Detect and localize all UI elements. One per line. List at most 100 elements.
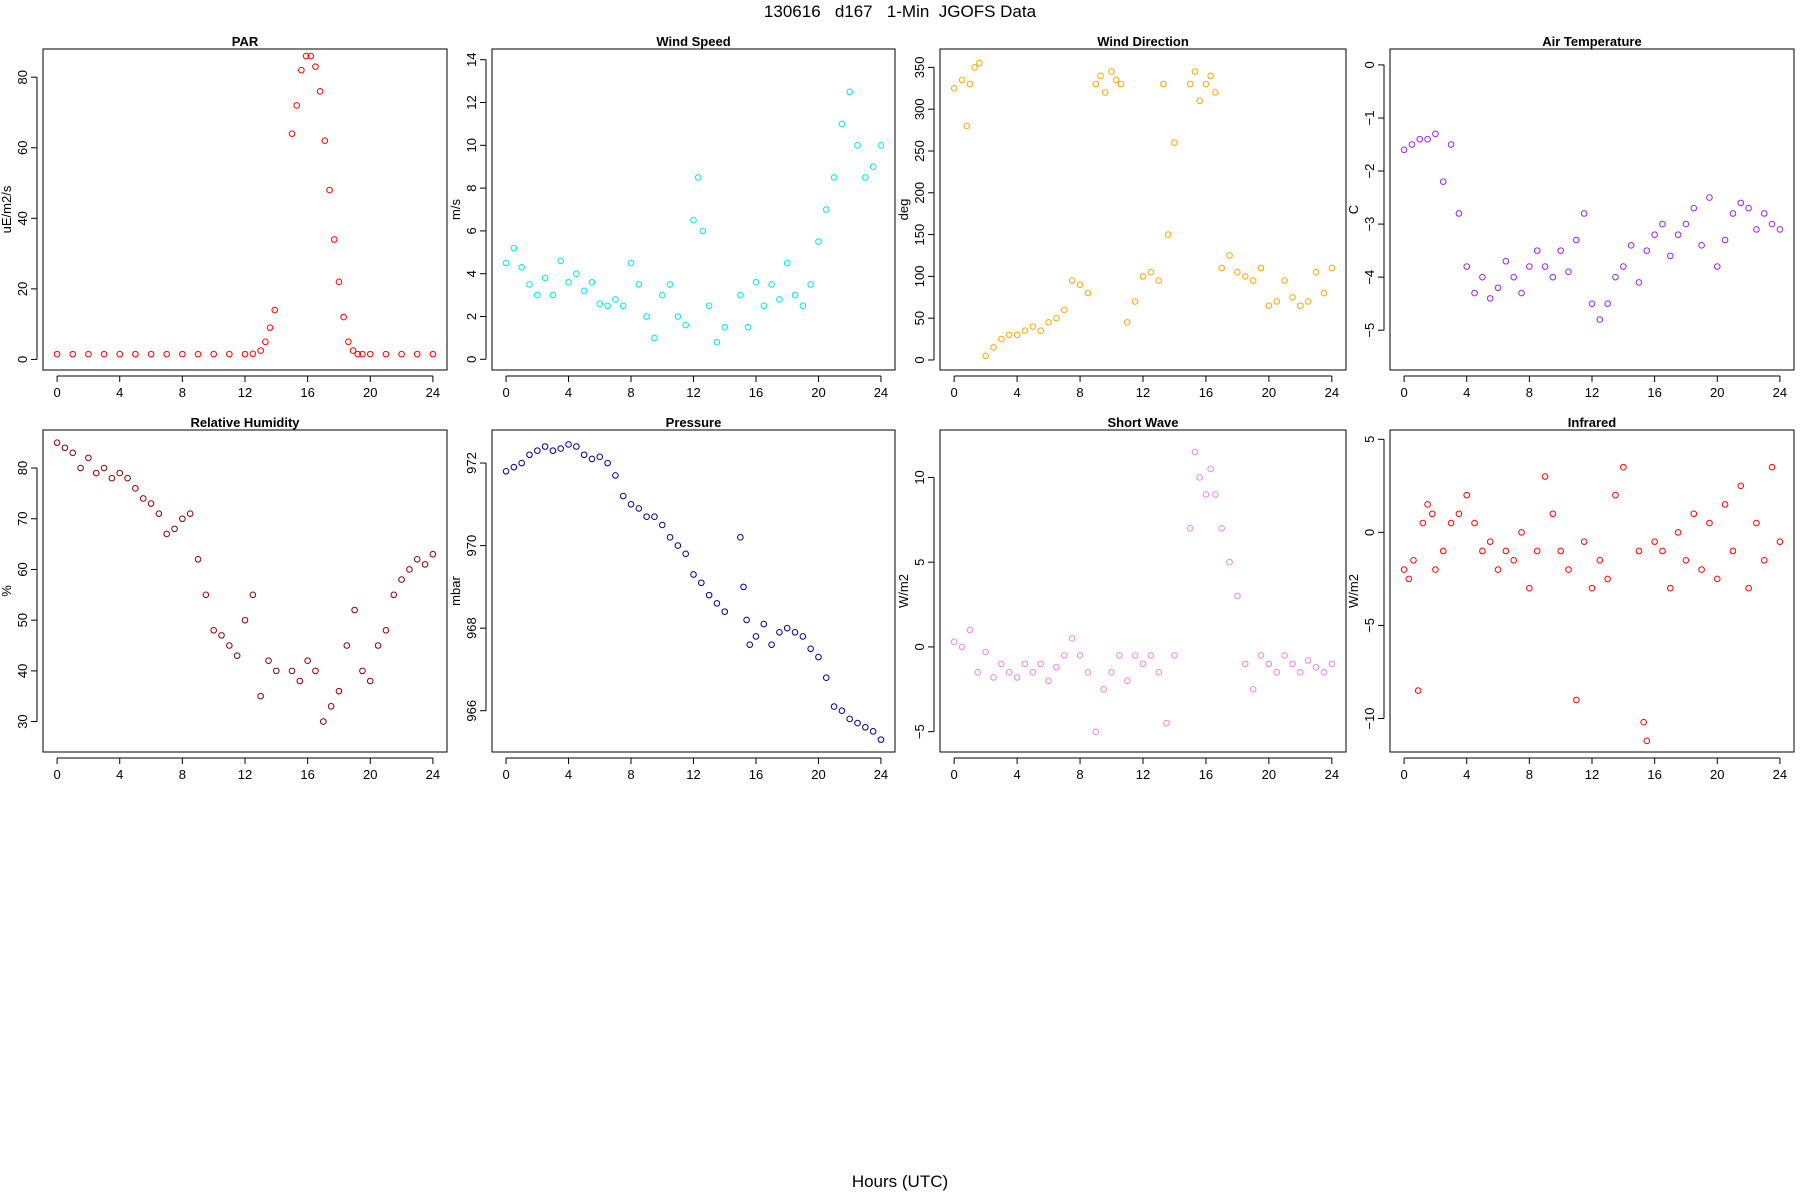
- data-point: [1068, 277, 1076, 284]
- data-point: [312, 667, 319, 675]
- data-point: [1640, 718, 1647, 726]
- data-point: [340, 313, 347, 321]
- y-tick-label: 12: [464, 95, 479, 109]
- data-point: [1557, 247, 1564, 254]
- data-point: [1021, 327, 1029, 335]
- data-point: [266, 324, 274, 331]
- x-tick-label: 4: [565, 385, 572, 400]
- data-point: [682, 550, 689, 558]
- y-tick-label: 0: [912, 643, 927, 650]
- plot-frame: [1389, 429, 1795, 753]
- data-point: [596, 300, 604, 307]
- data-point: [737, 291, 744, 299]
- data-point: [316, 88, 324, 95]
- x-tick-label: 24: [874, 767, 888, 782]
- data-point: [1053, 663, 1060, 671]
- data-point: [100, 350, 108, 358]
- data-point: [1281, 277, 1288, 284]
- panel-pressure: Pressure 0 4 8 12 16 20 24 966 968 970 972 mbar: [448, 415, 896, 782]
- figure-title: 130616 d167 1-Min JGOFS Data: [763, 2, 1037, 21]
- data-point: [705, 591, 713, 599]
- data-point: [330, 236, 338, 243]
- data-point: [658, 521, 666, 529]
- y-axis-label: C: [1346, 205, 1361, 214]
- data-point: [1289, 660, 1296, 668]
- data-point: [249, 350, 257, 358]
- data-point: [179, 350, 186, 358]
- data-point: [690, 216, 697, 224]
- y-tick-label: 0: [912, 356, 927, 363]
- data-point: [854, 142, 861, 149]
- data-point: [366, 677, 374, 685]
- data-point: [1131, 652, 1139, 659]
- data-point: [226, 642, 233, 649]
- data-point: [635, 281, 643, 288]
- x-tick-label: 20: [363, 385, 377, 400]
- data-point: [1234, 268, 1241, 276]
- figure-x-axis-label: Hours (UTC): [851, 1172, 949, 1191]
- data-point: [1218, 264, 1225, 272]
- data-point: [974, 669, 982, 676]
- x-tick-label: 20: [811, 385, 825, 400]
- data-point: [1612, 491, 1619, 499]
- data-point: [1304, 298, 1312, 305]
- data-point: [799, 302, 807, 310]
- data-point: [1297, 669, 1304, 676]
- data-point: [1265, 302, 1273, 309]
- data-point: [518, 459, 525, 467]
- data-point: [533, 291, 541, 299]
- data-point: [218, 632, 225, 639]
- panel-title: Short Wave: [1107, 415, 1178, 430]
- data-point: [1635, 547, 1643, 555]
- data-point: [398, 350, 405, 358]
- data-point: [869, 728, 877, 735]
- data-point: [1541, 263, 1549, 270]
- panel-par: PAR 0 4 8 12 16 20 24 0 20 40 60 80 uE/m2/s: [0, 34, 448, 400]
- data-point: [721, 323, 729, 331]
- data-point: [1565, 566, 1572, 573]
- data-point: [1768, 463, 1776, 471]
- panel-title: Air Temperature: [1542, 34, 1641, 49]
- data-point: [1635, 279, 1643, 286]
- y-tick-label: −1: [1362, 111, 1377, 126]
- panel-title: Wind Direction: [1097, 34, 1189, 49]
- data-point: [510, 244, 518, 252]
- data-point: [998, 660, 1005, 668]
- data-point: [643, 313, 650, 320]
- data-point: [1713, 263, 1721, 270]
- x-tick-label: 16: [300, 385, 314, 400]
- data-point: [580, 287, 588, 295]
- data-point: [604, 459, 611, 467]
- y-tick-label: −5: [1362, 618, 1377, 633]
- data-point: [768, 641, 775, 648]
- data-point: [413, 350, 421, 358]
- data-point: [1139, 660, 1147, 668]
- data-point: [1164, 231, 1172, 238]
- y-tick-label: 50: [15, 613, 30, 627]
- data-point: [1737, 199, 1745, 207]
- data-point: [1533, 547, 1541, 555]
- data-point: [1588, 300, 1596, 307]
- data-point: [1312, 663, 1320, 671]
- panel-wind-direction: Wind Direction 0 4 8 12 16 20 24 0 50 100 150 200 250…: [896, 34, 1347, 400]
- y-tick-label: −3: [1362, 217, 1377, 232]
- data-point: [1045, 677, 1052, 685]
- data-point: [210, 626, 217, 634]
- x-tick-label: 24: [426, 767, 440, 782]
- data-point: [202, 591, 210, 599]
- data-point: [1760, 556, 1768, 564]
- panel-title: Pressure: [666, 415, 722, 430]
- data-point: [1432, 566, 1439, 573]
- data-point: [783, 624, 791, 632]
- x-tick-label: 16: [1199, 385, 1213, 400]
- data-point: [321, 137, 329, 145]
- x-tick-label: 16: [749, 767, 763, 782]
- x-tick-label: 8: [1076, 767, 1083, 782]
- data-point: [1061, 306, 1068, 314]
- data-point: [326, 186, 333, 194]
- data-point: [1196, 474, 1203, 481]
- plot-frame: [491, 429, 896, 753]
- data-point: [335, 278, 343, 286]
- data-point: [799, 633, 807, 640]
- data-point: [740, 583, 747, 591]
